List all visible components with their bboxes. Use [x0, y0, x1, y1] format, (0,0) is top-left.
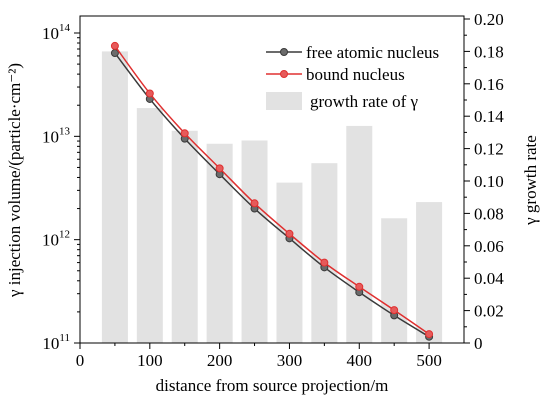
- bar: [101, 51, 128, 344]
- right-y-tick-label: 0.14: [474, 107, 504, 126]
- right-y-tick-label: 0.16: [474, 75, 504, 94]
- x-axis: 0 100 200 300 400 500: [76, 343, 442, 370]
- bar: [311, 163, 338, 343]
- right-y-axis: 0 0.02 0.04 0.06 0.08 0.10 0.12 0.14 0.16 0.18 0.2…: [464, 10, 504, 353]
- series-point: [215, 164, 224, 173]
- legend-label-free: free atomic nucleus: [306, 43, 439, 62]
- series-point: [250, 199, 259, 208]
- series-point: [320, 258, 329, 267]
- right-y-tick-label: 0.04: [474, 269, 504, 288]
- series-point: [355, 282, 364, 291]
- left-y-tick-label: 1012: [42, 229, 70, 250]
- right-y-tick-label: 0.18: [474, 42, 504, 61]
- bar: [416, 202, 443, 343]
- bar: [241, 140, 268, 343]
- left-y-tick-label: 1013: [42, 125, 71, 146]
- series-point: [145, 89, 154, 98]
- x-axis-label: distance from source projection/m: [156, 376, 389, 395]
- x-tick-label: 400: [347, 351, 373, 370]
- series-point: [425, 330, 434, 339]
- line-layer: [110, 41, 434, 341]
- bar: [171, 130, 198, 343]
- left-y-tick-label: 1014: [42, 22, 71, 43]
- legend-marker-free: [280, 48, 288, 56]
- right-y-axis-label: γ growth rate: [521, 135, 540, 226]
- left-y-axis-label: γ injection volume/(particle·cm⁻²): [5, 63, 24, 298]
- x-tick-label: 300: [277, 351, 303, 370]
- legend: free atomic nucleus bound nucleus growth…: [266, 43, 439, 111]
- legend-marker-bound: [280, 70, 288, 78]
- series-line: [114, 52, 430, 338]
- series-line: [114, 45, 430, 335]
- right-y-tick-label: 0.12: [474, 140, 504, 159]
- right-y-tick-label: 0.10: [474, 172, 504, 191]
- legend-label-bound: bound nucleus: [306, 65, 405, 84]
- bar: [276, 182, 303, 343]
- x-tick-label: 500: [416, 351, 442, 370]
- bar: [346, 125, 373, 343]
- x-tick-label: 200: [207, 351, 233, 370]
- bar: [136, 108, 163, 343]
- left-y-axis: 1011 1012 1013 1014: [42, 22, 80, 353]
- series-point: [110, 41, 119, 50]
- right-y-tick-label: 0: [474, 334, 483, 353]
- legend-swatch-growth: [266, 92, 302, 110]
- right-y-tick-label: 0.06: [474, 237, 504, 256]
- legend-label-growth: growth rate of γ: [310, 92, 419, 111]
- series-point: [180, 129, 189, 138]
- plot-frame: [79, 15, 465, 344]
- right-y-tick-label: 0.02: [474, 302, 504, 321]
- x-tick-label: 100: [137, 351, 163, 370]
- series-point: [285, 229, 294, 238]
- series-point: [390, 306, 399, 315]
- bar: [381, 218, 408, 343]
- x-tick-label: 0: [76, 351, 85, 370]
- right-y-tick-label: 0.08: [474, 204, 504, 223]
- left-y-tick-label: 1011: [42, 332, 70, 353]
- right-y-tick-label: 0.20: [474, 10, 504, 29]
